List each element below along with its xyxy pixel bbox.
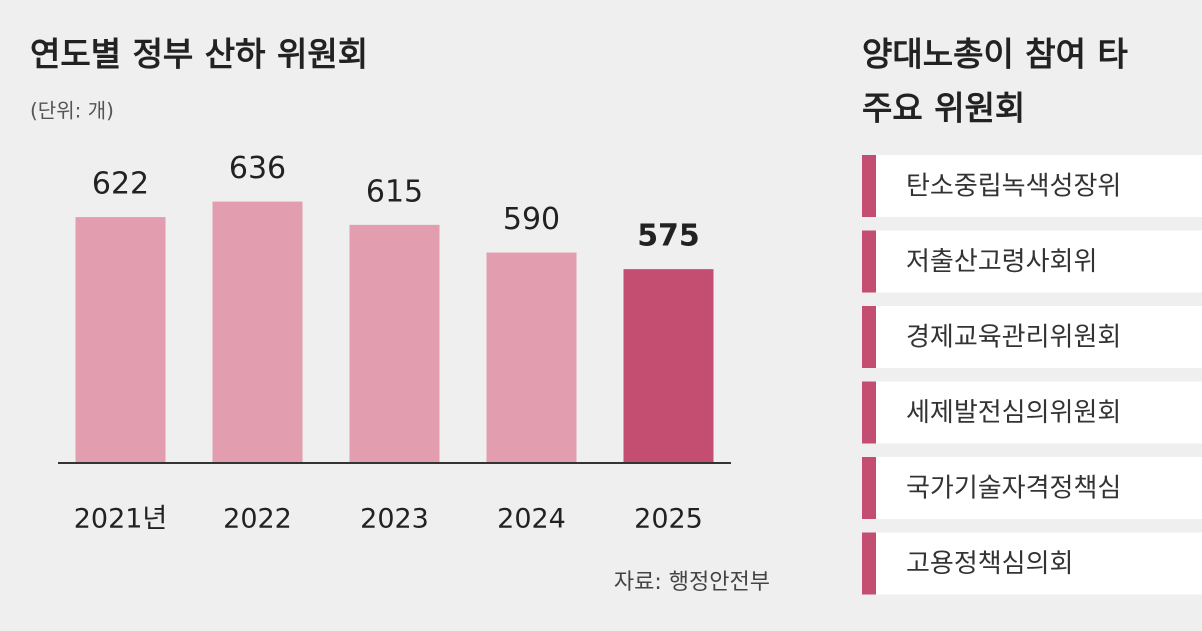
x-tick-label: 2022: [223, 504, 292, 535]
data-label: 636: [229, 151, 286, 186]
item-label: 경제교육관리위원회: [906, 323, 1121, 353]
item-box: [862, 230, 1202, 293]
item-marker: [862, 381, 876, 444]
item-marker: [862, 457, 876, 519]
x-tick-label: 2021년: [74, 504, 168, 535]
item-box: [862, 306, 1202, 368]
item-marker: [862, 230, 876, 293]
item-label: 저출산고령사회위: [906, 247, 1097, 277]
panel-title: 주요 위원회: [862, 89, 1025, 128]
item-box: [862, 457, 1202, 519]
item-box: [862, 155, 1202, 217]
x-tick-label: 2024: [497, 504, 566, 535]
item-marker: [862, 155, 876, 217]
bar: [349, 224, 440, 463]
panel-list: 탄소중립녹색성장위저출산고령사회위경제교육관리위원회세제발전심의위원회국가기술자…: [862, 155, 1202, 595]
unit-label: (단위: 개): [30, 99, 114, 123]
item-label: 세제발전심의위원회: [906, 398, 1121, 428]
item-box: [862, 381, 1202, 444]
data-label: 615: [366, 174, 423, 209]
item-label: 국가기술자격정책심: [906, 474, 1121, 504]
item-label: 고용정책심의회: [906, 549, 1073, 579]
data-label: 590: [503, 202, 560, 237]
item-label: 탄소중립녹색성장위: [906, 172, 1121, 202]
bar: [623, 269, 714, 463]
plot: 622 2021년 636 2022 615 2023 590 2024 575 2025: [58, 151, 731, 535]
panel-title: 양대노총이 참여 타: [862, 35, 1128, 74]
chart-title: 연도별 정부 산하 위원회: [30, 35, 368, 74]
x-tick-label: 2025: [634, 504, 703, 535]
bar: [75, 217, 166, 463]
source: 자료: 행정안전부: [614, 570, 770, 595]
x-tick-label: 2023: [360, 504, 429, 535]
bar: [212, 201, 303, 464]
bar: [486, 252, 577, 463]
item-box: [862, 532, 1202, 595]
data-label: 622: [92, 167, 149, 202]
item-marker: [862, 306, 876, 368]
data-label: 575: [637, 219, 700, 254]
item-marker: [862, 532, 876, 595]
